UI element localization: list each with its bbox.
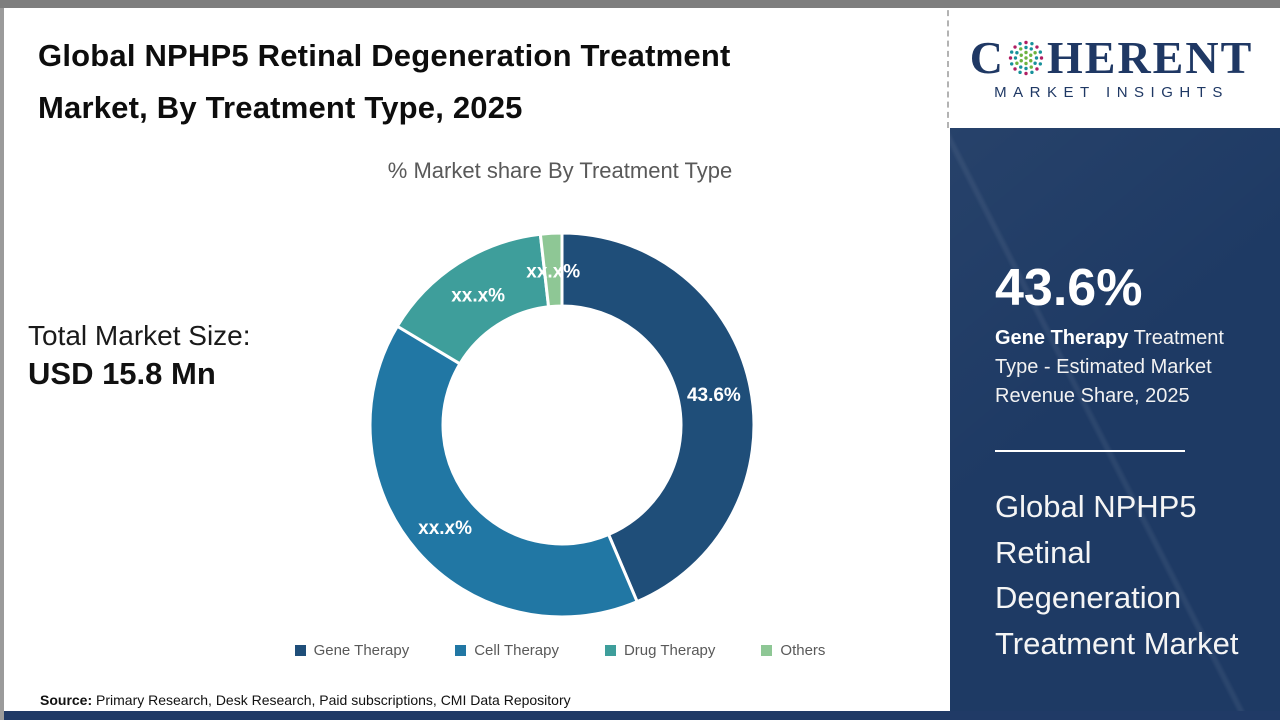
highlight-stat-description: Gene Therapy Treatment Type - Estimated … [995, 324, 1247, 411]
stat-description-bold: Gene Therapy [995, 327, 1129, 349]
legend-swatch [294, 645, 306, 656]
donut-slice-others [538, 231, 564, 309]
donut-slice-label-cell-therapy: xx.x% [418, 518, 472, 539]
legend-item-cell-therapy: Cell Therapy [455, 642, 559, 659]
bottom-accent-bar [0, 711, 1280, 720]
donut-slice-label-gene-therapy: 43.6% [687, 385, 741, 406]
page-title-line2: Market, By Treatment Type, 2025 [38, 90, 523, 125]
legend-swatch [604, 645, 616, 656]
legend-label: Drug Therapy [623, 642, 716, 659]
source-label: Source: [40, 692, 93, 708]
legend-swatch [761, 645, 773, 656]
donut-chart-svg: 43.6% xx.x% xx.x% xx.x% [368, 231, 756, 619]
donut-slice-gene-therapy [560, 231, 756, 604]
chart-subtitle: % Market share By Treatment Type [387, 158, 733, 183]
source-line: Source: Primary Research, Desk Research,… [40, 692, 571, 708]
page-title-line1: Global NPHP5 Retinal Degeneration Treatm… [38, 38, 731, 73]
total-market-size-value: USD 15.8 Mn [28, 356, 216, 391]
total-market-size-label: Total Market Size: [28, 320, 251, 351]
donut-slice-label-drug-therapy: xx.x% [451, 286, 505, 307]
chart-legend: Gene Therapy Cell Therapy Drug Therapy Othe… [200, 642, 920, 659]
legend-item-drug-therapy: Drug Therapy [604, 642, 716, 659]
donut-slice-label-others: xx.x% [526, 261, 580, 282]
legend-label: Others [780, 642, 826, 659]
highlight-stat-value: 43.6% [995, 259, 1143, 317]
sidebar-divider-line [995, 450, 1185, 452]
legend-item-others: Others [761, 642, 825, 659]
total-market-size-block: Total Market Size: USD 15.8 Mn [28, 320, 251, 392]
donut-chart: 43.6% xx.x% xx.x% xx.x% [352, 215, 772, 635]
donut-slice-cell-therapy [368, 324, 639, 619]
logo-letter-c: C [969, 32, 1005, 83]
brand-logo-wordmark: C HERENT [970, 35, 1254, 81]
legend-swatch [455, 645, 467, 656]
globe-dots-icon [1008, 40, 1044, 76]
right-sidebar-panel: 43.6% Gene Therapy Treatment Type - Esti… [950, 128, 1280, 720]
brand-logo: C HERENT MARKET INSIGHTS [950, 8, 1273, 128]
sidebar-market-title: Global NPHP5 Retinal Degeneration Treatm… [995, 489, 1239, 661]
frame-left-edge [0, 0, 4, 720]
legend-item-gene-therapy: Gene Therapy [294, 642, 410, 659]
brand-logo-tagline: MARKET INSIGHTS [994, 84, 1229, 101]
frame-top-edge [0, 0, 1280, 8]
logo-letters-rest: HERENT [1046, 32, 1254, 83]
legend-label: Gene Therapy [313, 642, 410, 659]
dashed-divider [947, 0, 949, 128]
legend-label: Cell Therapy [474, 642, 559, 659]
page-title: Global NPHP5 Retinal Degeneration Treatm… [38, 30, 918, 134]
source-text: Primary Research, Desk Research, Paid su… [92, 692, 571, 708]
stat-description-rest: Treatment Type - Estimated Market Revenu… [995, 327, 1224, 407]
